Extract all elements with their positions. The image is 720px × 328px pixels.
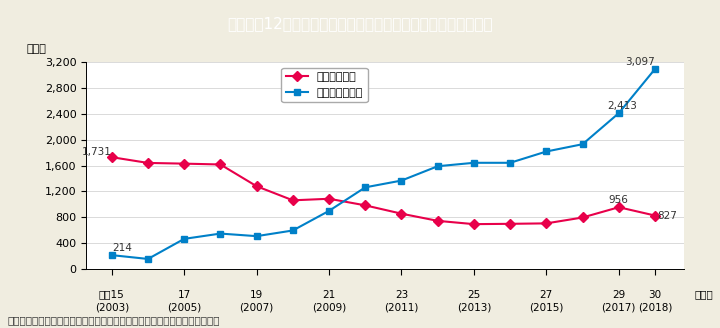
児童買春事件 xyxy=(107,155,116,159)
児童ポルノ事件 xyxy=(433,164,442,168)
Text: 3,097: 3,097 xyxy=(625,57,655,68)
児童買春事件 xyxy=(469,222,478,226)
Text: (2018): (2018) xyxy=(638,302,672,313)
Text: （年）: （年） xyxy=(695,290,714,299)
児童ポルノ事件 xyxy=(651,67,660,71)
Text: (2003): (2003) xyxy=(94,302,129,313)
児童ポルノ事件 xyxy=(506,161,515,165)
Line: 児童買春事件: 児童買春事件 xyxy=(108,154,659,228)
Text: (2015): (2015) xyxy=(529,302,564,313)
Text: 956: 956 xyxy=(609,195,629,205)
Text: (2007): (2007) xyxy=(240,302,274,313)
Text: 平成15: 平成15 xyxy=(99,290,125,299)
Text: 214: 214 xyxy=(112,243,132,254)
児童ポルノ事件 xyxy=(144,257,153,261)
児童買春事件 xyxy=(651,214,660,217)
児童ポルノ事件 xyxy=(325,209,333,213)
児童ポルノ事件 xyxy=(252,234,261,238)
児童買春事件 xyxy=(361,203,369,207)
Text: Ｉ－６－12図　児童買春及び児童ポルノ事件の検挙件数の推移: Ｉ－６－12図 児童買春及び児童ポルノ事件の検挙件数の推移 xyxy=(228,16,492,31)
児童ポルノ事件 xyxy=(216,232,225,236)
児童ポルノ事件 xyxy=(578,142,587,146)
児童買春事件 xyxy=(578,215,587,219)
Text: 30: 30 xyxy=(649,290,662,299)
児童ポルノ事件 xyxy=(361,185,369,189)
Text: 2,413: 2,413 xyxy=(608,101,637,112)
Text: 827: 827 xyxy=(657,211,677,220)
Text: 21: 21 xyxy=(323,290,336,299)
児童買春事件 xyxy=(252,184,261,188)
児童ポルノ事件 xyxy=(107,253,116,257)
児童買春事件 xyxy=(216,162,225,166)
Text: (2013): (2013) xyxy=(456,302,491,313)
Line: 児童ポルノ事件: 児童ポルノ事件 xyxy=(108,66,659,262)
Text: 23: 23 xyxy=(395,290,408,299)
Text: 19: 19 xyxy=(250,290,264,299)
Text: 27: 27 xyxy=(540,290,553,299)
Text: (2017): (2017) xyxy=(602,302,636,313)
Text: 17: 17 xyxy=(178,290,191,299)
児童ポルノ事件 xyxy=(542,150,551,154)
児童買春事件 xyxy=(614,205,623,209)
Text: 29: 29 xyxy=(612,290,626,299)
児童ポルノ事件 xyxy=(289,229,297,233)
Text: (2009): (2009) xyxy=(312,302,346,313)
Text: 25: 25 xyxy=(467,290,480,299)
児童買春事件 xyxy=(180,162,189,166)
Text: （備考）警察庁「少年非行，児童虐待及び子供の性被害の状況」より作成。: （備考）警察庁「少年非行，児童虐待及び子供の性被害の状況」より作成。 xyxy=(7,315,220,325)
児童買春事件 xyxy=(325,197,333,201)
児童買春事件 xyxy=(542,221,551,225)
児童ポルノ事件 xyxy=(614,111,623,115)
児童買春事件 xyxy=(144,161,153,165)
児童買春事件 xyxy=(289,198,297,202)
児童ポルノ事件 xyxy=(469,161,478,165)
Text: (2011): (2011) xyxy=(384,302,419,313)
児童買春事件 xyxy=(397,212,406,215)
児童ポルノ事件 xyxy=(397,178,406,182)
児童ポルノ事件 xyxy=(180,237,189,241)
Legend: 児童買春事件, 児童ポルノ事件: 児童買春事件, 児童ポルノ事件 xyxy=(282,68,368,102)
Text: (2005): (2005) xyxy=(167,302,202,313)
児童買春事件 xyxy=(506,222,515,226)
Text: 1,731: 1,731 xyxy=(82,147,112,157)
Text: （件）: （件） xyxy=(27,44,47,54)
児童買春事件 xyxy=(433,219,442,223)
